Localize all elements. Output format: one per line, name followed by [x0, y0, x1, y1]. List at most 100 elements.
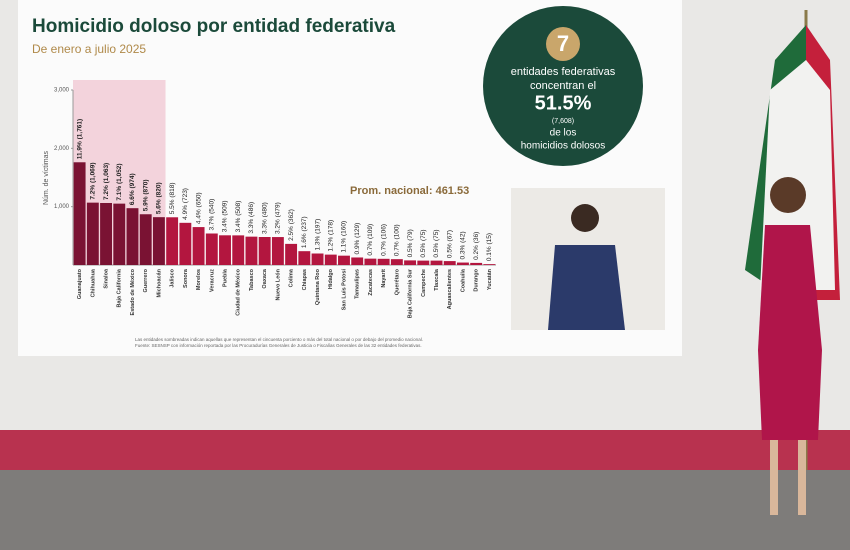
- x-tick-label: Baja California: [117, 268, 123, 307]
- bar: [338, 255, 350, 265]
- callout-text: homicidios dolosos: [521, 141, 606, 152]
- bar: [285, 243, 298, 265]
- bar: [483, 264, 496, 265]
- bar: [126, 208, 139, 265]
- annotation: Prom. nacional: 461.53: [350, 185, 469, 197]
- bar: [351, 257, 364, 265]
- callout-text: de los: [550, 128, 577, 139]
- value-label: 0.7% (100): [394, 224, 401, 256]
- bar: [377, 258, 390, 265]
- bar: [205, 233, 218, 265]
- value-label: 3.3% (486): [248, 202, 255, 234]
- value-label: 0.5% (75): [420, 229, 427, 257]
- x-tick-label: Puebla: [222, 268, 228, 287]
- bar: [100, 202, 112, 265]
- callout-total: (7,608): [552, 118, 574, 125]
- value-label: 1.3% (197): [314, 219, 321, 251]
- value-label: 3.2% (479): [275, 202, 282, 234]
- x-tick-label: Baja California Sur: [408, 268, 414, 318]
- bar: [152, 217, 165, 265]
- x-tick-label: Oaxaca: [262, 268, 268, 289]
- footnote: Las entidades sombreadas indican aquella…: [135, 337, 423, 342]
- value-label: 0.9% (129): [354, 223, 361, 255]
- value-label: 3.4% (508): [235, 201, 242, 233]
- bar: [86, 202, 99, 265]
- value-label: 7.2% (1,063): [103, 163, 110, 200]
- value-label: 11.9% (1,761): [76, 119, 83, 159]
- x-tick-label: Querétaro: [394, 268, 400, 295]
- callout-text: entidades federativas: [511, 66, 616, 78]
- x-tick-label: Tamaulipas: [355, 269, 361, 299]
- value-label: 4.9% (723): [182, 188, 189, 220]
- value-label: 0.2% (36): [473, 232, 480, 260]
- value-label: 3.7% (540): [209, 199, 216, 231]
- bar: [73, 162, 86, 265]
- y-tick-label: 3,000: [54, 88, 70, 94]
- x-tick-label: Coahuila: [460, 268, 466, 292]
- bar: [457, 262, 469, 265]
- x-tick-label: Nayarit: [381, 269, 387, 288]
- bar: [219, 235, 231, 265]
- x-tick-label: San Luis Potosí: [341, 269, 347, 311]
- x-tick-label: Ciudad de México: [236, 268, 242, 315]
- bar: [298, 251, 311, 265]
- bar: [364, 258, 377, 265]
- x-tick-label: Hidalgo: [328, 268, 334, 289]
- x-tick-label: Colima: [289, 268, 295, 287]
- bar: [192, 227, 205, 265]
- callout-percent: 51.5%: [535, 92, 592, 114]
- value-label: 0.3% (42): [460, 231, 467, 259]
- x-tick-label: Nuevo León: [275, 268, 281, 300]
- presenter-head: [770, 177, 806, 213]
- x-tick-label: Jalisco: [170, 268, 176, 287]
- bar: [179, 222, 192, 265]
- value-label: 0.7% (106): [380, 224, 387, 256]
- bar: [245, 236, 258, 265]
- value-label: 6.6% (974): [129, 173, 136, 205]
- value-label: 2.5% (362): [288, 209, 295, 241]
- x-tick-label: Chiapas: [302, 269, 308, 290]
- bar: [139, 214, 152, 265]
- x-tick-label: Guerrero: [143, 268, 149, 292]
- bar: [470, 262, 483, 265]
- bar: [232, 235, 245, 265]
- x-tick-label: Quintana Roo: [315, 268, 321, 305]
- x-tick-label: Campeche: [421, 269, 427, 297]
- presenter-leg: [798, 440, 806, 515]
- presenter-leg: [770, 440, 778, 515]
- x-tick-label: Veracruz: [209, 269, 215, 292]
- bar: [443, 261, 456, 265]
- bar: [430, 260, 443, 265]
- bar: [404, 260, 417, 265]
- value-label: 1.6% (237): [301, 216, 308, 248]
- value-label: 7.2% (1,069): [90, 162, 97, 199]
- x-tick-label: Durango: [474, 268, 480, 291]
- value-label: 0.5% (67): [446, 230, 453, 258]
- presenter-body: [758, 225, 822, 440]
- value-label: 0.1% (15): [486, 233, 493, 261]
- chart: 1,000 2,000 3,000 11.9% (1,761) Guanajuato 7.…: [54, 80, 496, 318]
- y-axis-label: Núm. de víctimas: [43, 150, 50, 205]
- value-label: 1.2% (178): [327, 220, 334, 252]
- value-label: 3.3% (480): [261, 202, 268, 234]
- y-tick-label: 1,000: [54, 204, 70, 210]
- x-tick-label: Aguascalientes: [447, 269, 453, 309]
- interpreter-body: [548, 245, 625, 330]
- chart-subtitle: De enero a julio 2025: [32, 42, 146, 56]
- floor: [0, 470, 850, 550]
- bar: [311, 253, 324, 265]
- x-tick-label: Tabasco: [249, 268, 255, 291]
- x-tick-label: Morelos: [196, 269, 202, 290]
- chart-title: Homicidio doloso por entidad federativa: [32, 16, 396, 37]
- callout-circle: [483, 6, 643, 166]
- callout-badge: [546, 27, 580, 61]
- stage-band: [0, 430, 850, 470]
- x-tick-label: Chihuahua: [90, 268, 96, 297]
- bar: [324, 254, 337, 265]
- value-label: 3.4% (509): [222, 201, 229, 233]
- value-label: 0.7% (109): [367, 224, 374, 256]
- x-tick-label: Tlaxcala: [434, 268, 440, 291]
- bar: [113, 203, 126, 265]
- x-tick-label: Estado de México: [130, 268, 136, 315]
- x-tick-label: Sinaloa: [104, 268, 110, 289]
